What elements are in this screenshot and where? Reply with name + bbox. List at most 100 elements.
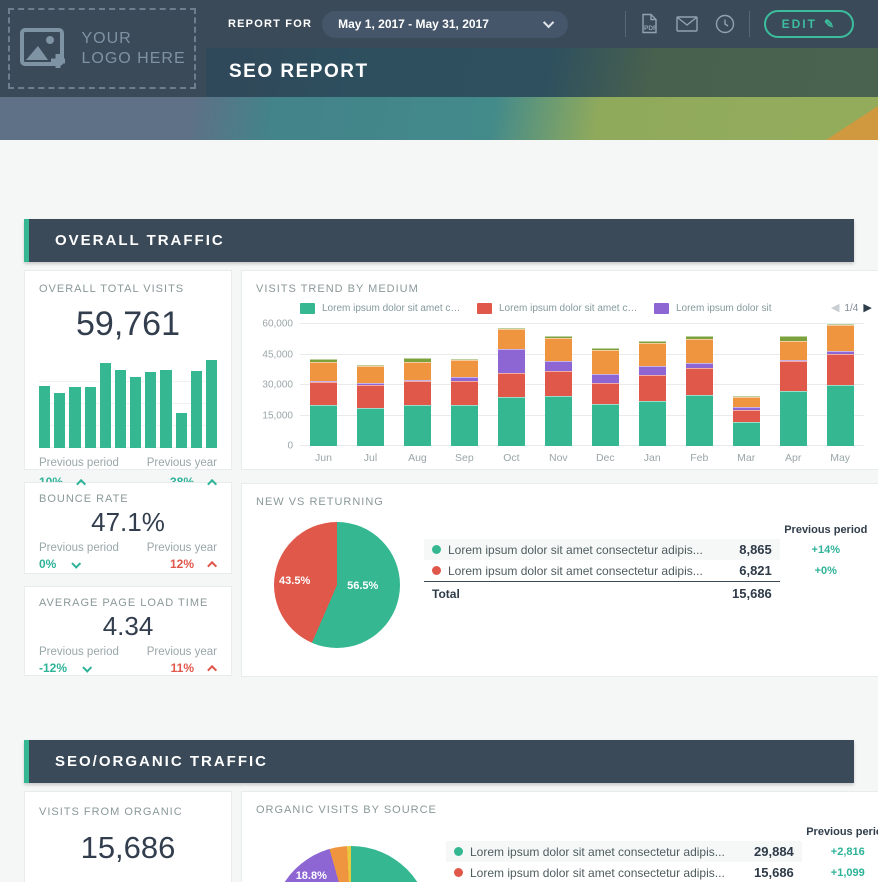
bar-segment xyxy=(309,359,337,362)
bar-segment xyxy=(638,342,666,366)
x-axis-tick: Jun xyxy=(315,452,332,464)
report-header: REPORT FOR May 1, 2017 - May 31, 2017 PD… xyxy=(0,0,878,140)
x-axis-tick: Aug xyxy=(408,452,427,464)
prev-year-change: Previous year 12% xyxy=(147,542,218,571)
y-axis-tick: 45,000 xyxy=(262,349,293,360)
header-orange-shape xyxy=(826,106,878,140)
spark-bar xyxy=(130,376,142,448)
legend-item[interactable]: Lorem ipsum dolor sit xyxy=(653,303,831,314)
toolbar-divider xyxy=(748,11,750,37)
legend-item[interactable]: Lorem ipsum dolor sit amet co... xyxy=(476,303,654,314)
series-value: 15,686 xyxy=(754,865,794,880)
bar-segment xyxy=(309,380,337,382)
legend-label: Lorem ipsum dolor sit xyxy=(675,303,772,314)
trend-x-labels: Jun Jul Aug Sep Oct Nov Dec Jan Feb Mar Apr May xyxy=(300,452,864,464)
legend-prev-icon[interactable]: ◀ xyxy=(830,302,840,314)
total-label: Total xyxy=(432,586,460,601)
section-title: OVERALL TRAFFIC xyxy=(55,232,225,249)
x-axis-tick: Apr xyxy=(785,452,802,464)
bar-segment xyxy=(779,335,807,341)
export-pdf-icon[interactable]: PDF xyxy=(640,13,659,35)
table-total-row: Total 15,686 xyxy=(424,581,872,604)
change-value: -12% xyxy=(39,661,68,675)
y-axis-tick: 15,000 xyxy=(262,410,293,421)
bar-segment xyxy=(497,349,525,374)
bar-segment xyxy=(685,367,713,396)
change-label: Previous period xyxy=(39,542,119,554)
bar-segment xyxy=(826,385,854,446)
bar-segment xyxy=(732,407,760,411)
stacked-bar-feb xyxy=(685,324,713,446)
section-header-overall-traffic: OVERALL TRAFFIC xyxy=(24,219,854,262)
date-range-dropdown[interactable]: May 1, 2017 - May 31, 2017 xyxy=(322,10,569,38)
table-header-row: Previous period xyxy=(446,826,878,841)
change-label: Previous year xyxy=(146,457,217,469)
bar-segment xyxy=(544,336,572,338)
gridline xyxy=(300,445,864,446)
logo-placeholder-text: YOUR LOGO HERE xyxy=(81,30,186,67)
bar-segment xyxy=(826,350,854,354)
visits-organic-value: 15,686 xyxy=(80,830,176,865)
card-title: BOUNCE RATE xyxy=(39,493,129,505)
change-value: 12% xyxy=(169,557,194,571)
total-visits-sparkline xyxy=(39,360,218,448)
bar-segment xyxy=(356,382,384,386)
caret-down-icon xyxy=(71,558,82,569)
card-new-vs-returning: NEW VS RETURNING 56.5% 43.5% Previous per… xyxy=(241,483,878,677)
x-axis-tick: Jan xyxy=(643,452,661,464)
table-header-row: Previous period xyxy=(424,524,872,539)
bar-segment xyxy=(638,375,666,401)
stacked-bar-jan xyxy=(638,324,666,446)
schedule-clock-icon[interactable] xyxy=(715,14,735,34)
bar-segment xyxy=(732,396,760,408)
y-axis-tick: 0 xyxy=(287,440,293,452)
change-value: 11% xyxy=(170,661,194,675)
spark-bar xyxy=(205,360,218,448)
organic-visits-pie: 18.8% xyxy=(272,846,430,882)
bar-segment xyxy=(779,391,807,446)
spark-bar xyxy=(190,370,202,448)
spark-bar xyxy=(175,412,187,448)
series-dot-icon xyxy=(454,868,463,877)
x-axis-tick: Nov xyxy=(548,452,568,464)
bar-segment xyxy=(356,385,384,408)
bar-segment xyxy=(779,360,807,362)
previous-period-header: Previous period xyxy=(784,524,868,536)
stacked-bar-aug xyxy=(403,324,431,446)
series-change: +0% xyxy=(814,564,837,577)
edit-button[interactable]: EDIT ✎ xyxy=(763,10,854,38)
spark-bar xyxy=(99,362,111,448)
gridline xyxy=(300,353,864,355)
bar-segment xyxy=(685,336,713,340)
bar-segment xyxy=(826,324,854,351)
gridline xyxy=(300,323,864,324)
legend-page-indicator: 1/4 xyxy=(844,303,859,314)
email-icon[interactable] xyxy=(675,16,698,32)
bar-segment xyxy=(450,359,478,377)
change-label: Previous year xyxy=(146,646,217,658)
stacked-bar-mar xyxy=(732,324,760,446)
legend-item[interactable]: Lorem ipsum dolor sit amet co... xyxy=(300,303,477,314)
legend-next-icon[interactable]: ▶ xyxy=(863,302,872,314)
bar-segment xyxy=(638,341,666,343)
card-title: VISITS TREND BY MEDIUM xyxy=(256,283,419,295)
series-dot-icon xyxy=(432,545,441,554)
pencil-icon: ✎ xyxy=(823,17,836,31)
date-range-value: May 1, 2017 - May 31, 2017 xyxy=(338,17,489,31)
series-value: 8,865 xyxy=(739,542,772,557)
change-label: Previous period xyxy=(39,457,119,469)
x-axis-tick: Mar xyxy=(737,452,756,464)
table-row: Lorem ipsum dolor sit amet consectetur a… xyxy=(446,862,878,882)
bar-segment xyxy=(591,349,619,374)
spark-bar xyxy=(114,369,127,448)
pie-slice-label: 56.5% xyxy=(347,579,379,592)
stacked-bar-jun xyxy=(309,324,337,446)
logo-area: YOUR LOGO HERE xyxy=(0,0,206,97)
series-change: +1,099 xyxy=(830,866,865,879)
bar-segment xyxy=(638,400,666,446)
bar-segment xyxy=(356,365,384,367)
spark-bar xyxy=(145,372,157,448)
logo-upload-placeholder[interactable]: YOUR LOGO HERE xyxy=(8,8,196,89)
legend-label: Lorem ipsum dolor sit amet co... xyxy=(498,303,642,314)
bar-segment xyxy=(544,395,572,446)
